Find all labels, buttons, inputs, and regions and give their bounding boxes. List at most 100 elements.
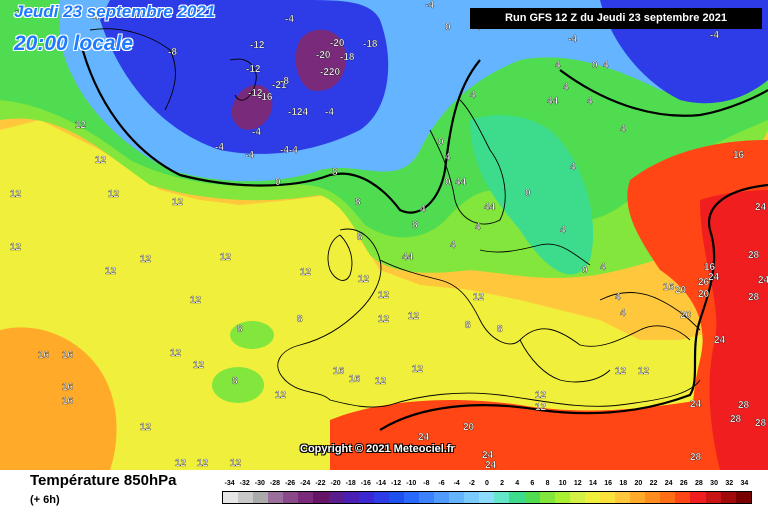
coast-central-europe bbox=[379, 259, 691, 347]
temperature-value-label: -124 bbox=[288, 107, 308, 118]
temperature-value-label: 0 bbox=[592, 60, 598, 71]
temperature-value-label: 8 bbox=[412, 220, 418, 231]
temperature-value-label: 4 bbox=[450, 240, 456, 251]
color-scale-swatch bbox=[524, 492, 540, 503]
temperature-value-label: 16 bbox=[62, 396, 74, 407]
color-scale-swatch bbox=[720, 492, 736, 503]
temperature-value-label: 20 bbox=[463, 422, 475, 433]
color-scale-swatch bbox=[705, 492, 721, 503]
color-scale-swatch bbox=[464, 492, 480, 503]
temperature-value-label: 4 bbox=[587, 96, 593, 107]
run-info-banner: Run GFS 12 Z du Jeudi 23 septembre 2021 bbox=[470, 8, 762, 29]
temperature-value-label: -220 bbox=[320, 67, 340, 78]
temperature-value-label: 44 bbox=[455, 177, 467, 188]
zone-south-hot-africa bbox=[330, 400, 768, 470]
temperature-value-label: 24 bbox=[758, 275, 768, 286]
color-scale-tick: -20 bbox=[330, 480, 341, 487]
color-scale-swatch bbox=[584, 492, 600, 503]
temperature-value-label: -12 bbox=[248, 88, 263, 99]
color-scale-swatch bbox=[645, 492, 661, 503]
color-scale-tick: -10 bbox=[406, 480, 417, 487]
zone-coldest-purple-2 bbox=[231, 85, 273, 130]
temperature-value-label: 4 bbox=[420, 204, 426, 215]
color-scale-swatch bbox=[675, 492, 691, 503]
color-scale-tick: 2 bbox=[500, 480, 505, 487]
color-scale: -34 -32 -30 -28 -26 -24 -22 -20 -18 -16 -14 -12 -10-… bbox=[222, 478, 752, 508]
color-scale-swatch bbox=[238, 492, 254, 503]
temperature-value-label: 16 bbox=[663, 282, 675, 293]
coast-balkans bbox=[519, 339, 611, 383]
temperature-value-label: 12 bbox=[358, 274, 370, 285]
color-scale-tick: 32 bbox=[725, 480, 734, 487]
temperature-value-label: 28 bbox=[748, 250, 760, 261]
color-scale-ticks: -34 -32 -30 -28 -26 -24 -22 -20 -18 -16 -14 -12 -10-… bbox=[222, 478, 752, 490]
temperature-value-label: 16 bbox=[349, 374, 361, 385]
temperature-value-label: 12 bbox=[535, 390, 547, 401]
temperature-value-label: 24 bbox=[714, 335, 726, 346]
color-scale-tick: -34 bbox=[224, 480, 235, 487]
temperature-value-label: 20 bbox=[698, 289, 710, 300]
isotherm-zero bbox=[78, 39, 481, 214]
coast-iceland bbox=[229, 58, 257, 101]
color-scale-swatch bbox=[358, 492, 374, 503]
temperature-value-label: -16 bbox=[258, 92, 273, 103]
coast-scandinavia bbox=[429, 99, 506, 225]
temperature-value-label: 0 bbox=[445, 22, 451, 33]
temperature-value-label: 12 bbox=[473, 292, 485, 303]
temperature-value-label: -12 bbox=[246, 64, 261, 75]
temperature-value-label: 8 bbox=[465, 320, 471, 331]
temperature-value-label: 4 bbox=[445, 152, 451, 163]
temperature-value-label: -21 bbox=[272, 80, 287, 91]
coast-greenland bbox=[89, 28, 176, 111]
temperature-value-label: 12 bbox=[193, 360, 205, 371]
color-scale-swatch bbox=[449, 492, 465, 503]
temperature-value-label: 12 bbox=[170, 348, 182, 359]
color-scale-swatch bbox=[615, 492, 631, 503]
color-scale-tick: 4 bbox=[515, 480, 520, 487]
color-scale-swatch bbox=[223, 492, 239, 503]
color-scale-swatch bbox=[373, 492, 389, 503]
temperature-value-label: 16 bbox=[333, 366, 345, 377]
color-scale-swatch bbox=[268, 492, 284, 503]
temperature-value-label: 44 bbox=[484, 202, 496, 213]
temperature-value-label: 4 bbox=[603, 60, 609, 71]
zone-central-yellow bbox=[0, 120, 768, 470]
color-scale-tick: 24 bbox=[664, 480, 673, 487]
color-scale-tick: -30 bbox=[254, 480, 265, 487]
color-scale-tick: 0 bbox=[485, 480, 489, 487]
temperature-value-label: 20 bbox=[675, 285, 687, 296]
temperature-map: -8 -8 -4 -12 -12 -4 -20 -20 -18 -220 -18 -12 -16 -21-… bbox=[0, 0, 768, 470]
coast-west-europe bbox=[277, 228, 382, 401]
temperature-value-label: -4 bbox=[710, 30, 719, 41]
copyright-notice: Copyright © 2021 Meteociel.fr bbox=[300, 443, 455, 455]
temperature-value-label: 12 bbox=[190, 295, 202, 306]
temperature-value-label: 12 bbox=[220, 252, 232, 263]
temperature-value-label: 24 bbox=[755, 202, 767, 213]
color-scale-swatch bbox=[554, 492, 570, 503]
color-scale-tick: -12 bbox=[391, 480, 402, 487]
temperature-value-label: 12 bbox=[378, 290, 390, 301]
coast-black-sea bbox=[599, 292, 701, 331]
temperature-value-label: 12 bbox=[140, 422, 152, 433]
color-scale-swatch bbox=[283, 492, 299, 503]
color-scale-tick: 10 bbox=[558, 480, 567, 487]
temperature-value-label: 28 bbox=[748, 292, 760, 303]
color-scale-swatch bbox=[569, 492, 585, 503]
zone-atlantic-yellow bbox=[90, 225, 210, 315]
color-scale-swatch bbox=[313, 492, 329, 503]
temperature-value-label: 12 bbox=[10, 242, 22, 253]
zone-atlantic-hot bbox=[0, 327, 117, 470]
color-scale-swatch bbox=[630, 492, 646, 503]
coast-britain bbox=[327, 234, 353, 281]
temperature-value-label: -8 bbox=[168, 47, 177, 58]
color-scale-swatch bbox=[253, 492, 269, 503]
color-scale-tick: 12 bbox=[573, 480, 582, 487]
color-scale-tick: 6 bbox=[530, 480, 535, 487]
temperature-value-label: 12 bbox=[108, 189, 120, 200]
color-scale-swatch bbox=[328, 492, 344, 503]
temperature-value-label: 24 bbox=[690, 399, 702, 410]
lead-time: (+ 6h) bbox=[30, 494, 60, 506]
temperature-value-label: 16 bbox=[733, 150, 745, 161]
color-scale-tick: 26 bbox=[679, 480, 688, 487]
temperature-value-label: 28 bbox=[738, 400, 750, 411]
